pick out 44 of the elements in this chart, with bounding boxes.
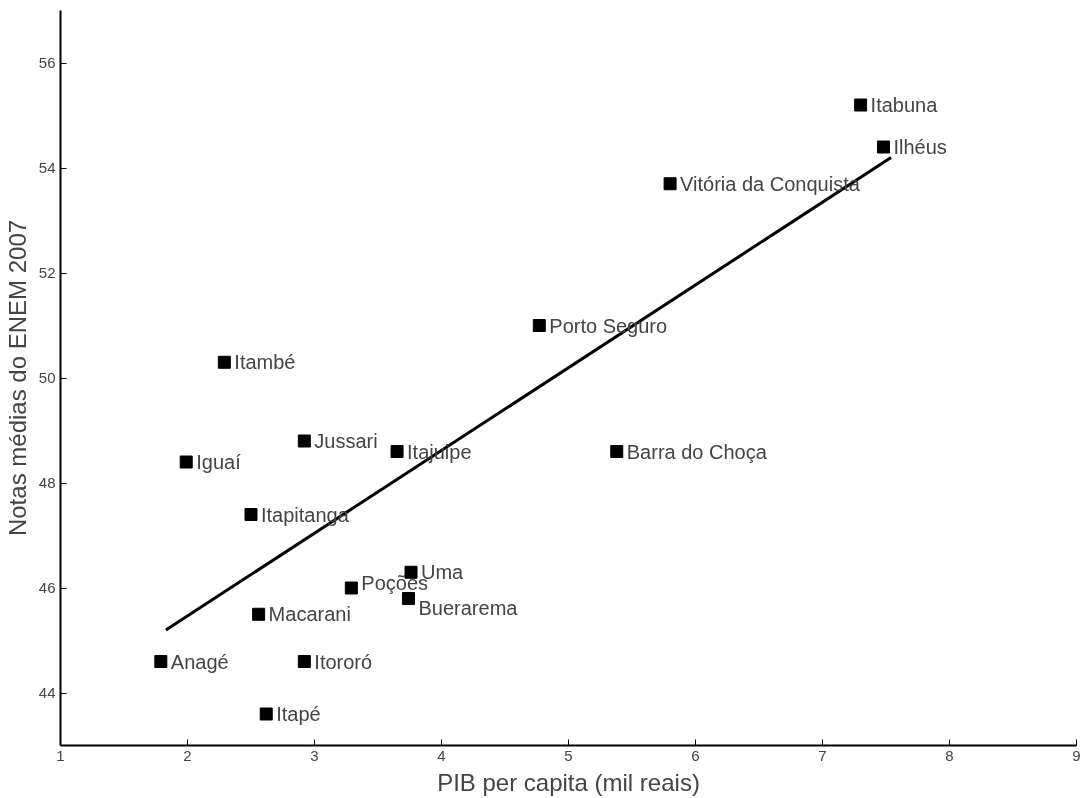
point — [252, 607, 266, 621]
y-tick-label: 56 — [38, 54, 56, 71]
x-tick-label: 1 — [56, 746, 65, 764]
point — [344, 581, 358, 595]
annotation: Macarani — [268, 603, 351, 626]
x-tick-label: 8 — [945, 746, 954, 764]
x-tick-label: 2 — [183, 746, 192, 764]
point — [297, 655, 311, 668]
annotation: Itabuna — [870, 94, 939, 116]
annotation: Buerarema — [418, 596, 519, 619]
annotation: Itororó — [314, 650, 373, 673]
annotation: Jussari — [314, 430, 378, 452]
x-tick-label: 4 — [437, 746, 446, 764]
annotation: Barra do Choça — [626, 440, 768, 463]
point — [217, 355, 231, 369]
point — [876, 140, 890, 154]
point — [179, 455, 193, 469]
point — [297, 434, 311, 448]
y-tick-label: 46 — [38, 579, 56, 596]
x-tick-label: 5 — [564, 746, 573, 764]
x-tick-label: 6 — [691, 746, 700, 764]
annotation: Iguaí — [196, 451, 242, 473]
x-tick-label: 7 — [818, 746, 827, 764]
point — [259, 707, 273, 721]
y-tick-label: 44 — [38, 684, 56, 701]
x-tick-label: 3 — [310, 746, 319, 764]
y-axis-title: Notas médias do ENEM 2007 — [3, 219, 31, 537]
annotation: Itambé — [234, 351, 296, 374]
point — [663, 177, 677, 191]
y-tick-label: 54 — [38, 159, 56, 176]
point — [532, 319, 546, 332]
annotation: Itapé — [276, 703, 321, 725]
y-tick-label: 50 — [38, 369, 56, 386]
point — [390, 445, 404, 458]
x-axis-title: PIB per capita (mil reais) — [437, 768, 700, 796]
annotation: Ilhéus — [893, 136, 947, 158]
point — [854, 98, 868, 112]
x-tick-label: 9 — [1072, 746, 1081, 764]
y-tick-label: 52 — [38, 264, 56, 281]
point — [154, 655, 168, 668]
y-tick-label: 48 — [38, 474, 56, 491]
point — [610, 445, 624, 458]
annotation: Anagé — [170, 650, 229, 673]
point — [244, 508, 258, 521]
